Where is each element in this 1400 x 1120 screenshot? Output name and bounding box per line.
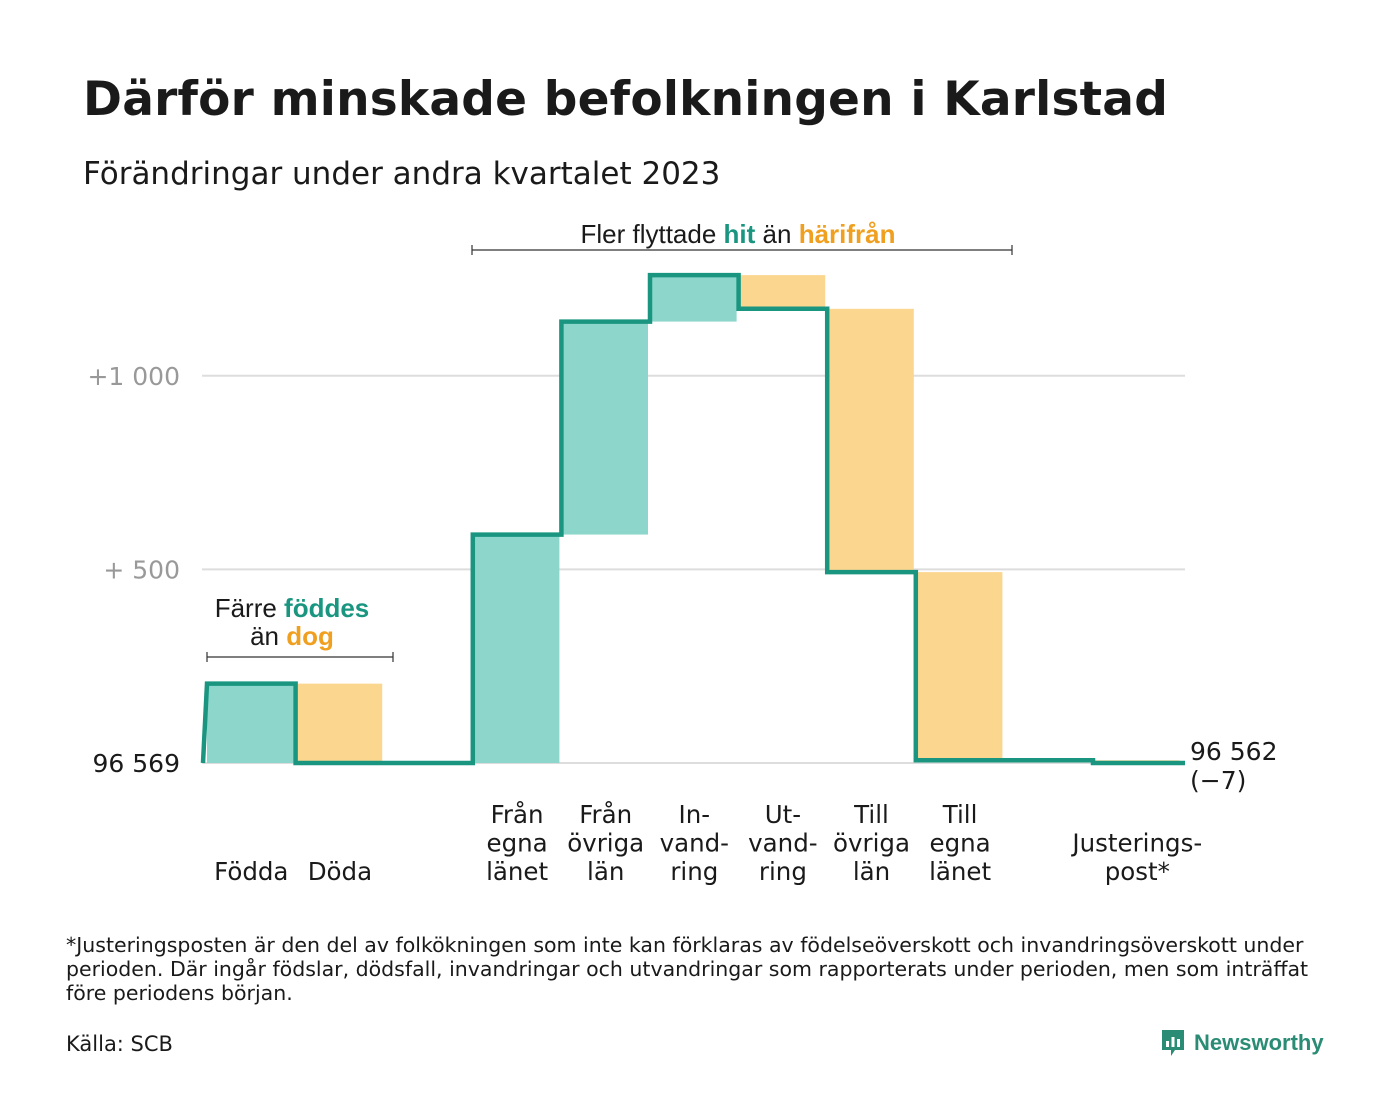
x-tick-label: vand-	[660, 829, 729, 858]
moves-annotation-part-b: hit	[724, 219, 756, 249]
bar-från-egna-länet	[474, 534, 560, 763]
step-line	[200, 272, 1185, 766]
x-tick-label: Från	[579, 800, 632, 829]
moves-annotation: Fler flyttade hit än härifrån	[580, 219, 895, 249]
bars	[207, 275, 1180, 763]
footnote: *Justeringsposten är den del av folkökni…	[66, 933, 1309, 1005]
x-tick-label: Från	[491, 800, 544, 829]
bar-invandring	[652, 275, 737, 322]
x-tick-label: länet	[929, 857, 991, 886]
x-tick-labels: Födda DödaFrånegnalänetFrånövrigalänIn-va…	[214, 800, 1202, 886]
annotations: Färre föddes än dog Fler flyttade hit än…	[206, 219, 1013, 662]
x-tick-label: Till	[942, 800, 978, 829]
x-tick-label: övriga	[833, 829, 910, 858]
x-tick-label: ring	[670, 857, 718, 886]
x-tick-label: länet	[486, 857, 548, 886]
x-tick-label: post*	[1105, 857, 1170, 886]
cumulative-step-line	[200, 272, 1185, 766]
bar-till-egna-länet	[917, 572, 1003, 761]
x-tick-label: Ut-	[765, 800, 801, 829]
end-value-line2: (−7)	[1190, 766, 1246, 795]
x-tick-label: Till	[853, 800, 889, 829]
brand-name: Newsworthy	[1194, 1030, 1324, 1055]
newsworthy-logo-icon	[1162, 1030, 1184, 1056]
end-value-label: 96 562 (−7)	[1190, 737, 1277, 795]
bar-födda	[207, 683, 294, 763]
births-annotation-part-d: dog	[286, 621, 334, 651]
moves-annotation-part-d: härifrån	[799, 219, 896, 249]
bar-från-övriga-län	[563, 321, 648, 535]
births-annotation-line2: än dog	[250, 621, 334, 651]
y-tick-labels: +1 000 + 500 96 569	[87, 362, 180, 778]
x-tick-label: Döda	[308, 857, 372, 886]
births-annotation-line1: Färre föddes	[215, 593, 370, 623]
chart-subtitle: Förändringar under andra kvartalet 2023	[83, 156, 721, 192]
bar-utvandring	[740, 275, 826, 309]
x-tick-label: län	[587, 857, 624, 886]
x-tick-label: län	[853, 857, 890, 886]
x-tick-label: vand-	[748, 829, 817, 858]
chart-title: Därför minskade befolkningen i Karlstad	[83, 72, 1169, 127]
y-tick-label: 96 569	[93, 749, 180, 778]
moves-annotation-part-c: än	[755, 219, 798, 249]
y-tick-label: +1 000	[87, 362, 180, 391]
bar-till-övriga-län	[829, 308, 914, 573]
x-tick-label: Födda	[214, 857, 288, 886]
births-annotation-part-b: föddes	[284, 593, 369, 623]
source-label: Källa: SCB	[66, 1032, 173, 1056]
births-annotation-part-c: än	[250, 621, 286, 651]
brand: Newsworthy	[1160, 1028, 1324, 1058]
x-tick-label: In-	[678, 800, 710, 829]
moves-annotation-part-a: Fler flyttade	[580, 219, 723, 249]
x-tick-label: Justerings-	[1070, 829, 1202, 858]
births-annotation-part-a: Färre	[215, 593, 284, 623]
y-tick-label: + 500	[103, 555, 180, 584]
end-value-line1: 96 562	[1190, 737, 1277, 766]
x-tick-label: övriga	[567, 829, 644, 858]
x-tick-label: egna	[930, 829, 991, 858]
x-tick-label: egna	[487, 829, 548, 858]
x-tick-label: ring	[759, 857, 807, 886]
bar-döda	[297, 683, 383, 763]
